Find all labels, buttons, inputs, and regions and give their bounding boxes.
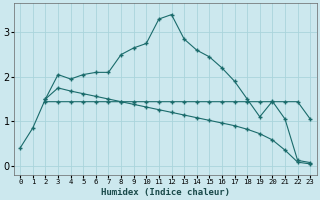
X-axis label: Humidex (Indice chaleur): Humidex (Indice chaleur) — [101, 188, 230, 197]
